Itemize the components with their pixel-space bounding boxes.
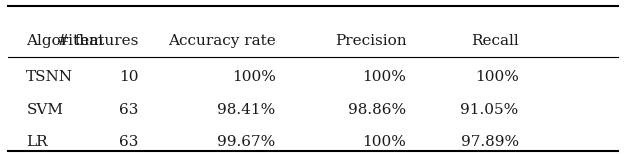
Text: Recall: Recall [471,34,519,48]
Text: LR: LR [26,135,48,149]
Text: 100%: 100% [362,70,406,84]
Text: # features: # features [57,34,138,48]
Text: 98.86%: 98.86% [348,103,406,117]
Text: 100%: 100% [475,70,519,84]
Text: 97.89%: 97.89% [461,135,519,149]
Text: 99.67%: 99.67% [217,135,275,149]
Text: 91.05%: 91.05% [460,103,519,117]
Text: 100%: 100% [232,70,275,84]
Text: TSNN: TSNN [26,70,73,84]
Text: 10: 10 [119,70,138,84]
Text: Precision: Precision [335,34,406,48]
Text: 100%: 100% [362,135,406,149]
Text: SVM: SVM [26,103,63,117]
Text: 98.41%: 98.41% [217,103,275,117]
Text: 63: 63 [119,135,138,149]
Text: Algorithm: Algorithm [26,34,104,48]
Text: 63: 63 [119,103,138,117]
Text: Accuracy rate: Accuracy rate [168,34,275,48]
